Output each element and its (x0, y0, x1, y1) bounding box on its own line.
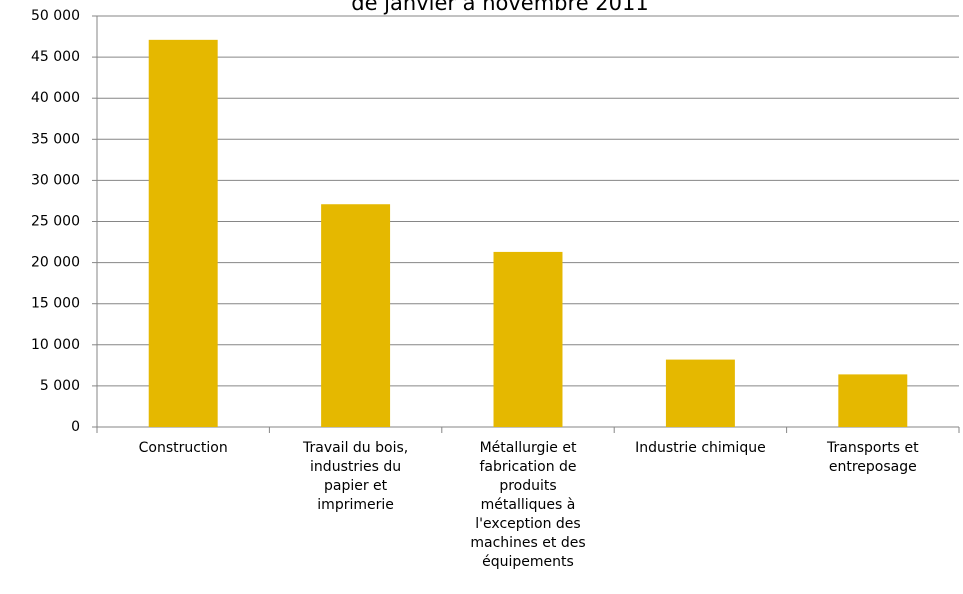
y-tick-label: 30 000 (31, 172, 80, 188)
y-tick-label: 50 000 (31, 8, 80, 24)
y-tick-label: 25 000 (31, 214, 80, 230)
y-tick-label: 45 000 (31, 49, 80, 65)
x-tick-label: Travail du bois, industries du papier et… (302, 440, 409, 513)
bar (665, 359, 735, 427)
y-tick-label: 35 000 (31, 131, 80, 147)
y-tick-label: 10 000 (31, 337, 80, 353)
x-tick-label: Métallurgie et fabrication de produits m… (470, 440, 586, 570)
bar (321, 204, 391, 427)
x-tick-label: Industrie chimique (635, 440, 766, 456)
y-tick-label: 20 000 (31, 255, 80, 271)
bar (838, 374, 908, 427)
y-tick-label: 40 000 (31, 90, 80, 106)
y-tick-label: 0 (71, 419, 80, 435)
x-tick-label: Construction (138, 440, 228, 456)
y-tick-label: 5 000 (40, 378, 80, 394)
bar (493, 251, 563, 427)
bar (148, 39, 218, 427)
y-tick-label: 15 000 (31, 296, 80, 312)
x-tick-label: Transports et entreposage (827, 440, 919, 475)
chart-title: de janvier à novembre 2011 (351, 0, 648, 15)
